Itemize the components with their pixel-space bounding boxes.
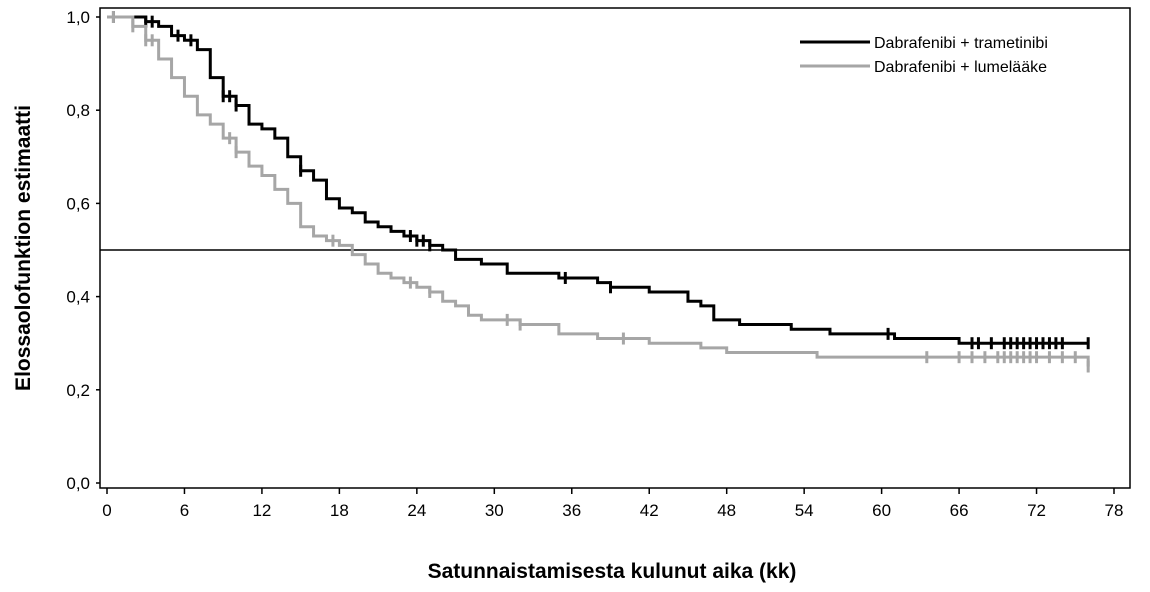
plot-frame bbox=[99, 7, 1131, 489]
legend-label-series-2: Dabrafenibi + lumelääke bbox=[874, 59, 1047, 76]
x-tick-label: 60 bbox=[872, 501, 891, 520]
x-axis: 0 6 12 18 24 30 36 42 48 54 60 66 72 78 bbox=[102, 488, 1123, 520]
x-tick-label: 24 bbox=[407, 501, 426, 520]
x-tick-label: 36 bbox=[562, 501, 581, 520]
series-2 bbox=[107, 11, 1090, 373]
x-axis-title: Satunnaistamisesta kulunut aika (kk) bbox=[428, 560, 797, 583]
x-tick-label: 78 bbox=[1105, 501, 1124, 520]
legend: Dabrafenibi + trametinibi Dabrafenibi + … bbox=[800, 35, 1048, 76]
x-tick-label: 48 bbox=[717, 501, 736, 520]
survival-curve bbox=[107, 15, 1089, 345]
x-tick-label: 66 bbox=[950, 501, 969, 520]
y-axis-title: Elossaolofunktion estimaatti bbox=[12, 105, 35, 391]
legend-label-series-1: Dabrafenibi + trametinibi bbox=[874, 35, 1048, 52]
y-tick-label: 1,0 bbox=[66, 8, 90, 27]
y-tick-label: 0,0 bbox=[66, 474, 90, 493]
x-tick-label: 12 bbox=[252, 501, 271, 520]
survival-curve bbox=[107, 15, 1090, 367]
y-axis: 0,0 0,2 0,4 0,6 0,8 1,0 bbox=[66, 8, 100, 493]
x-tick-label: 54 bbox=[795, 501, 814, 520]
x-tick-label: 72 bbox=[1027, 501, 1046, 520]
x-tick-label: 42 bbox=[640, 501, 659, 520]
y-tick-label: 0,4 bbox=[66, 288, 90, 307]
series-layer bbox=[107, 11, 1090, 373]
y-tick-label: 0,2 bbox=[66, 381, 90, 400]
y-tick-label: 0,6 bbox=[66, 194, 90, 213]
x-tick-label: 18 bbox=[330, 501, 349, 520]
y-tick-label: 0,8 bbox=[66, 101, 90, 120]
x-tick-label: 0 bbox=[102, 501, 111, 520]
x-tick-label: 30 bbox=[485, 501, 504, 520]
x-tick-label: 6 bbox=[180, 501, 189, 520]
